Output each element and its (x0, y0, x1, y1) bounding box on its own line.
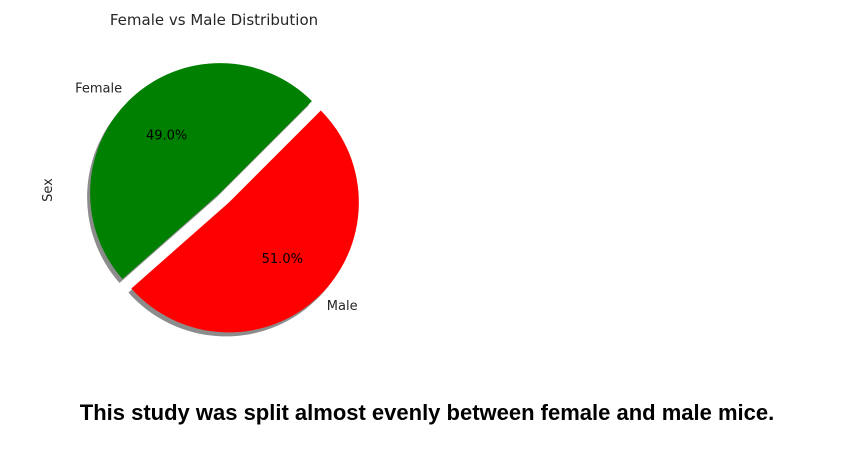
summary-caption: This study was split almost evenly betwe… (79, 400, 775, 425)
pie-slice-female (90, 63, 312, 279)
y-axis-label: Sex (41, 178, 56, 202)
pie-labels: Female 49.0% Male 51.0% (75, 81, 358, 314)
pie-label-male: Male (327, 299, 358, 314)
pie-label-female: Female (75, 81, 122, 96)
pie-pct-label-female: 49.0% (146, 129, 187, 144)
pie-chart: Female vs Male Distribution Sex Female 49… (41, 11, 359, 337)
pie-slice-male (131, 110, 359, 333)
chart-title: Female vs Male Distribution (110, 11, 318, 29)
pie-pct-label-male: 51.0% (262, 252, 303, 267)
pie-slices (90, 63, 359, 333)
